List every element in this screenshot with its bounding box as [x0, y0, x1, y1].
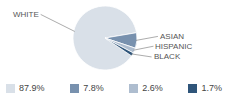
- svg-text:WHITE: WHITE: [13, 10, 39, 19]
- svg-text:HISPANIC: HISPANIC: [155, 42, 192, 51]
- html-text:87.9%: 87.9%: [19, 83, 45, 93]
- svg-text:BLACK: BLACK: [154, 52, 181, 61]
- html-text:2.6%: 2.6%: [142, 83, 163, 93]
- html-text:1.7%: 1.7%: [201, 83, 222, 93]
- svg-text:ASIAN: ASIAN: [160, 32, 184, 41]
- html-text:7.8%: 7.8%: [83, 83, 104, 93]
